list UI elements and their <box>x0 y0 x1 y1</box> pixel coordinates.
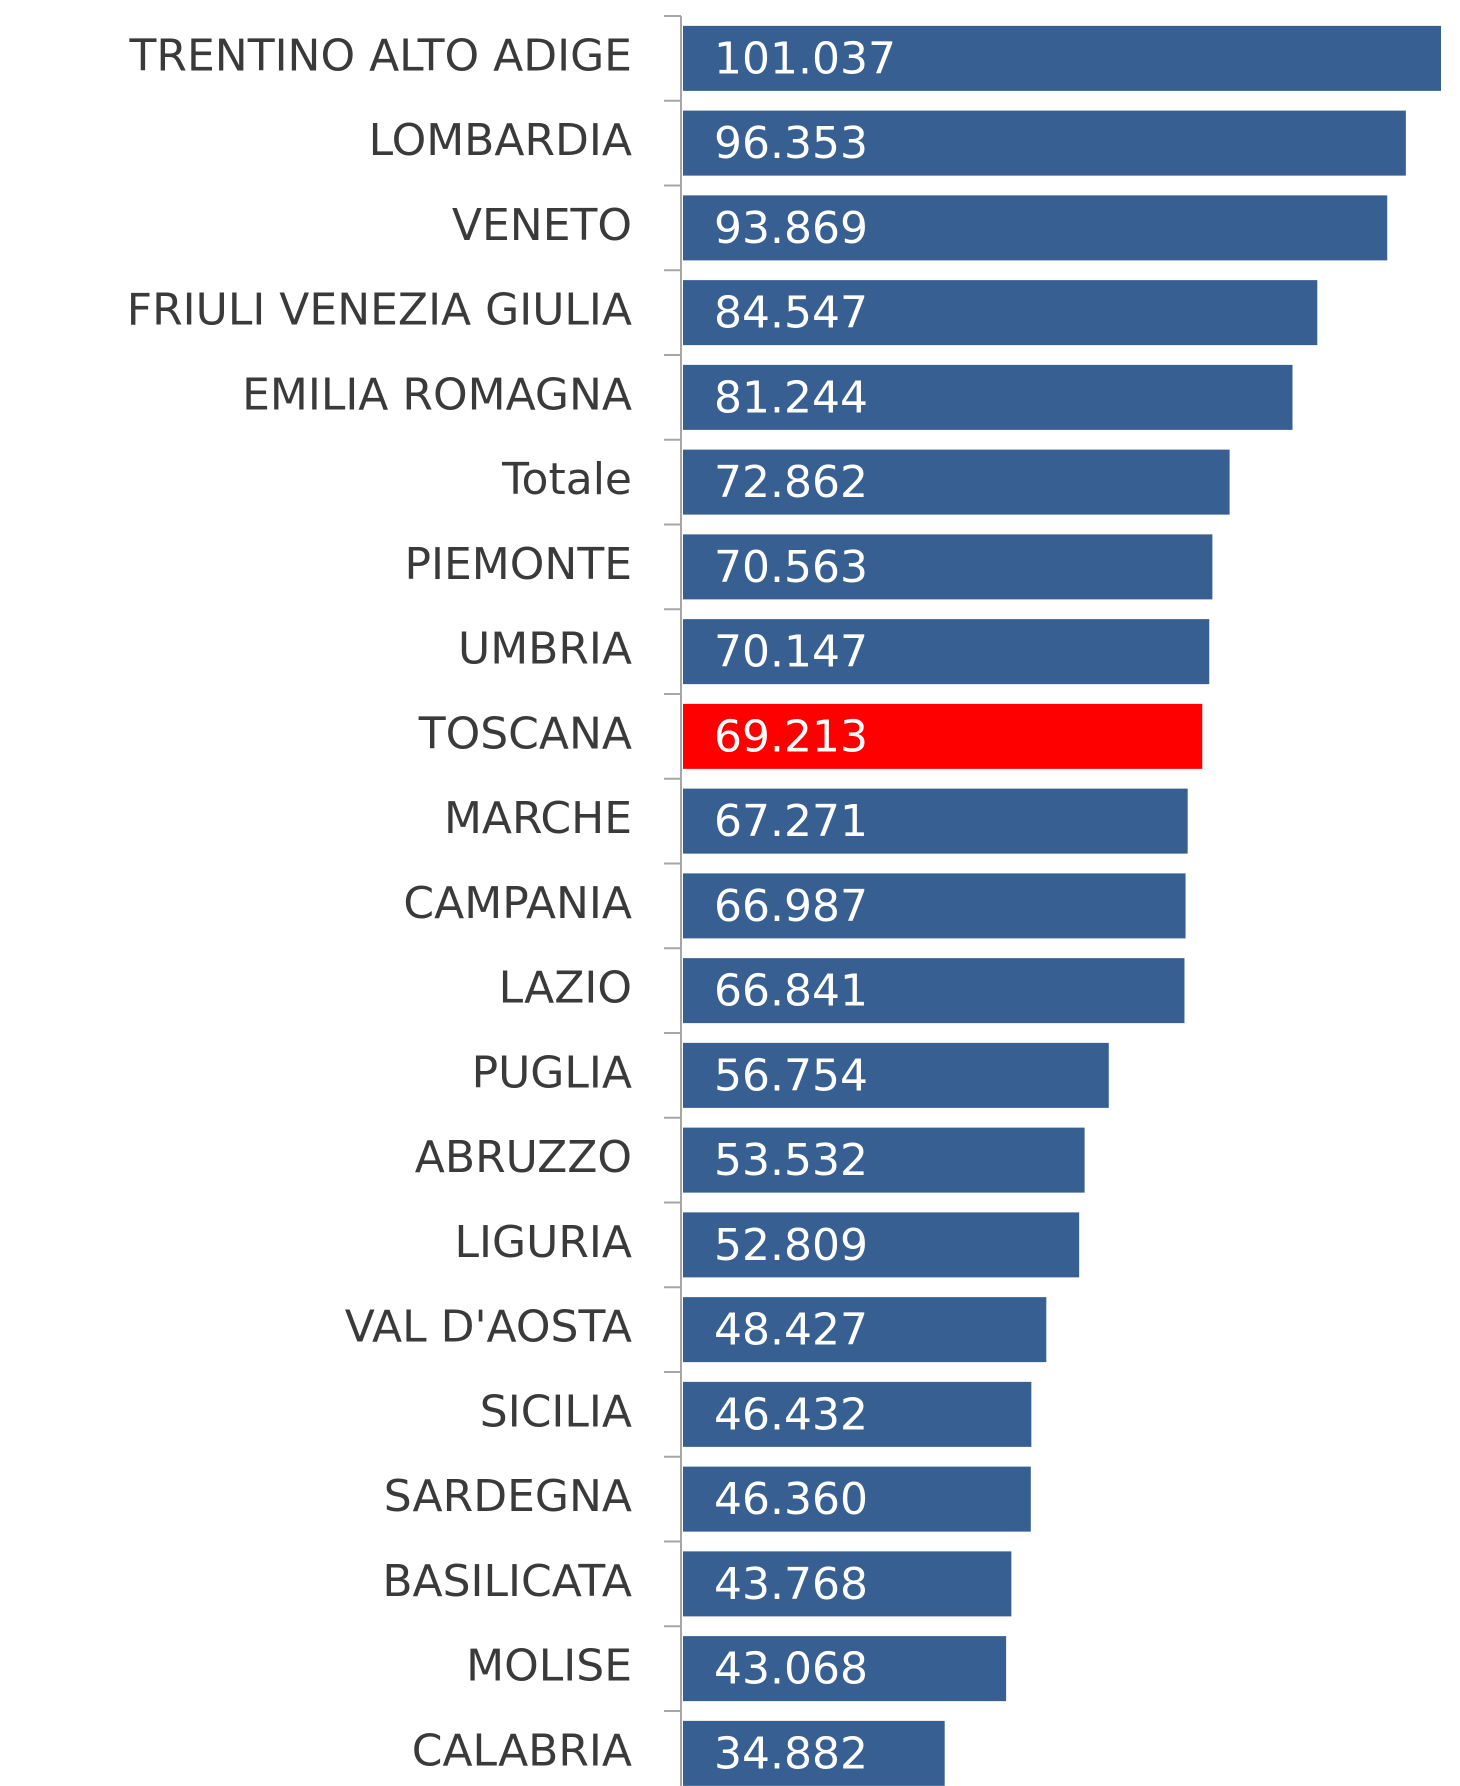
bar <box>683 1466 1031 1532</box>
category-label: Totale <box>501 454 632 505</box>
value-label: 46.432 <box>714 1389 868 1440</box>
bar <box>683 1720 945 1786</box>
category-label: SICILIA <box>480 1386 632 1437</box>
category-label: SARDEGNA <box>384 1471 632 1522</box>
bar <box>683 195 1388 261</box>
value-label: 72.862 <box>714 457 868 508</box>
bar <box>683 1127 1085 1193</box>
category-label: PUGLIA <box>472 1047 632 1098</box>
category-label: CAMPANIA <box>403 878 632 929</box>
category-label: TOSCANA <box>418 708 632 759</box>
bar <box>683 788 1188 854</box>
bar <box>683 534 1213 600</box>
bar <box>683 619 1210 685</box>
category-label: CALABRIA <box>412 1725 632 1776</box>
value-label: 70.147 <box>714 627 868 678</box>
category-label: BASILICATA <box>382 1556 632 1607</box>
value-label: 46.360 <box>714 1474 868 1525</box>
value-label: 52.809 <box>714 1220 868 1271</box>
value-label: 34.882 <box>714 1728 868 1779</box>
value-label: 101.037 <box>714 33 896 84</box>
bar <box>683 873 1186 939</box>
bar <box>683 958 1185 1024</box>
value-label: 67.271 <box>714 796 868 847</box>
bar <box>683 1636 1007 1702</box>
bar <box>683 1042 1109 1108</box>
bar <box>683 703 1203 769</box>
category-label: VENETO <box>452 200 632 251</box>
bar <box>683 1297 1047 1363</box>
value-label: 84.547 <box>714 288 868 339</box>
value-label: 43.068 <box>714 1644 868 1695</box>
bar <box>683 25 1441 91</box>
value-label: 93.869 <box>714 203 868 254</box>
category-label: EMILIA ROMAGNA <box>242 369 632 420</box>
category-label: VAL D'AOSTA <box>345 1302 632 1353</box>
category-label: LIGURIA <box>455 1217 632 1268</box>
bar <box>683 364 1293 430</box>
value-label: 81.244 <box>714 372 868 423</box>
category-label: TRENTINO ALTO ADIGE <box>129 30 632 81</box>
category-label: UMBRIA <box>458 624 632 675</box>
category-label: LAZIO <box>499 963 632 1014</box>
category-label: MOLISE <box>466 1641 632 1692</box>
bar <box>683 1212 1080 1278</box>
value-label: 69.213 <box>714 711 868 762</box>
value-label: 56.754 <box>714 1050 868 1101</box>
value-label: 96.353 <box>714 118 868 169</box>
bar <box>683 1551 1012 1617</box>
category-label: MARCHE <box>444 793 632 844</box>
category-label: ABRUZZO <box>415 1132 632 1183</box>
bar <box>683 280 1318 346</box>
category-label: FRIULI VENEZIA GIULIA <box>127 285 632 336</box>
value-label: 70.563 <box>714 542 868 593</box>
bar <box>683 449 1230 515</box>
value-label: 66.987 <box>714 881 868 932</box>
value-label: 66.841 <box>714 966 868 1017</box>
category-label: PIEMONTE <box>405 539 633 590</box>
value-label: 53.532 <box>714 1135 868 1186</box>
bar <box>683 110 1406 176</box>
value-label: 43.768 <box>714 1559 868 1610</box>
value-label: 48.427 <box>714 1305 868 1356</box>
category-label: LOMBARDIA <box>369 115 632 166</box>
bar <box>683 1381 1032 1447</box>
